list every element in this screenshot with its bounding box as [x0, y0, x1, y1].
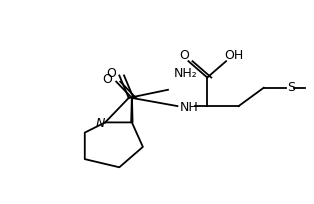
Text: O: O — [179, 49, 189, 62]
Text: NH₂: NH₂ — [173, 67, 197, 80]
Text: OH: OH — [224, 49, 244, 62]
Text: O: O — [102, 73, 112, 86]
Text: NH: NH — [180, 101, 199, 114]
Text: N: N — [96, 117, 105, 130]
Text: O: O — [106, 67, 116, 80]
Text: S: S — [287, 81, 295, 94]
